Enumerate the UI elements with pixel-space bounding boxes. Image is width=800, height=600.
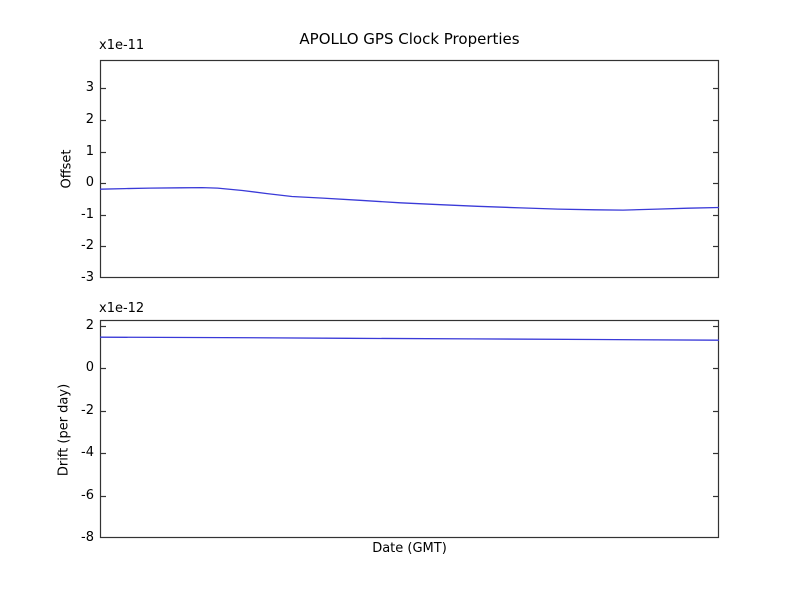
y-tick-label: -6 xyxy=(81,487,94,503)
y-tick-marks xyxy=(101,325,718,498)
y-tick-label: 2 xyxy=(85,317,94,333)
plot-frame xyxy=(99,319,720,539)
drift-scale-text: x1e-12 xyxy=(99,301,145,316)
y-tick-label: -2 xyxy=(81,402,94,418)
plot-frame xyxy=(99,59,720,279)
y-tick-label: 1 xyxy=(85,143,94,159)
y-tick-marks xyxy=(101,87,718,248)
y-tick-label: -2 xyxy=(81,238,94,254)
y-tick-label: 0 xyxy=(85,175,94,191)
y-tick-label: -1 xyxy=(81,206,94,222)
offset-series-line xyxy=(99,186,720,211)
chart-title: APOLLO GPS Clock Properties xyxy=(299,30,520,48)
offset-scale-text: x1e-11 xyxy=(99,38,145,53)
y-tick-label: 2 xyxy=(85,112,94,128)
drift-axis-label: Drift (per day) xyxy=(56,383,72,477)
y-tick-label: -8 xyxy=(81,530,94,545)
y-tick-label: 0 xyxy=(85,360,94,376)
offset-plot-area xyxy=(99,59,720,279)
x-axis-label: Date (GMT) xyxy=(372,541,447,556)
y-tick-label: -3 xyxy=(81,270,94,285)
y-tick-label: -4 xyxy=(81,445,94,461)
drift-series-line xyxy=(99,336,720,341)
y-tick-label: 3 xyxy=(85,80,94,96)
drift-plot-area xyxy=(99,319,720,539)
